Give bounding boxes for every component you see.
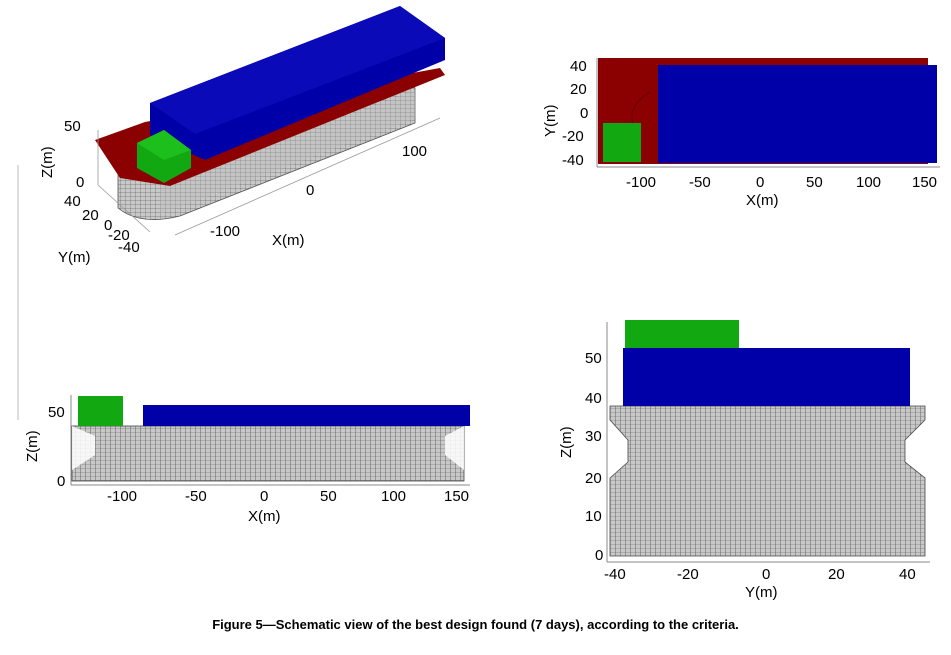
iso-hull-side — [160, 90, 415, 214]
front-y-tick-40: 40 — [899, 566, 916, 583]
iso-y-tick-0: 0 — [104, 217, 112, 234]
top-y-tick-m40: -40 — [562, 152, 584, 169]
front-deck — [623, 348, 910, 406]
front-block — [625, 320, 739, 348]
front-y-tick-m40: -40 — [604, 566, 626, 583]
front-z-label: Z(m) — [558, 426, 575, 458]
side-z-tick-50: 50 — [48, 404, 65, 421]
iso-x-label: X(m) — [272, 232, 305, 249]
iso-y-tick-m20: -20 — [108, 227, 130, 244]
iso-x-tick-m100: -100 — [210, 223, 240, 240]
front-z-tick-20: 20 — [585, 470, 602, 487]
front-y-label: Y(m) — [745, 584, 778, 601]
iso-view: Z(m) 50 0 100 0 -100 X(m) 40 20 0 -20 -4… — [17, 6, 445, 420]
side-x-tick-50: 50 — [320, 488, 337, 505]
top-deck — [658, 65, 937, 163]
top-x-tick-m50: -50 — [689, 174, 711, 191]
top-x-tick-150: 150 — [912, 174, 937, 191]
side-x-label: X(m) — [248, 508, 281, 525]
front-view: Z(m) 50 40 30 20 10 0 -40 -20 0 20 40 Y(… — [558, 320, 930, 601]
top-x-label: X(m) — [746, 192, 779, 209]
iso-y-tick-m40: -40 — [118, 239, 140, 256]
front-z-tick-50: 50 — [585, 350, 602, 367]
top-y-tick-20: 20 — [570, 81, 587, 98]
iso-z-tick-50: 50 — [64, 118, 81, 135]
top-y-tick-0: 0 — [580, 105, 588, 122]
figure-caption: Figure 5—Schematic view of the best desi… — [212, 617, 739, 632]
side-view: Z(m) 50 0 -100 -50 0 50 100 150 X(m) — [24, 395, 470, 525]
front-y-tick-m20: -20 — [677, 566, 699, 583]
iso-z-label: Z(m) — [39, 146, 56, 178]
front-z-tick-40: 40 — [585, 390, 602, 407]
side-z-label: Z(m) — [24, 430, 41, 462]
side-x-tick-m100: -100 — [107, 488, 137, 505]
side-deck — [143, 405, 470, 426]
top-y-tick-m20: -20 — [562, 128, 584, 145]
side-x-tick-150: 150 — [444, 488, 469, 505]
top-y-label: Y(m) — [542, 105, 559, 138]
front-z-tick-10: 10 — [585, 508, 602, 525]
iso-y-tick-40: 40 — [64, 193, 81, 210]
side-block — [78, 396, 123, 426]
top-x-tick-100: 100 — [856, 174, 881, 191]
iso-x-tick-100: 100 — [402, 143, 427, 160]
front-y-tick-20: 20 — [828, 566, 845, 583]
top-y-tick-40: 40 — [570, 58, 587, 75]
side-x-tick-100: 100 — [381, 488, 406, 505]
front-y-tick-0: 0 — [762, 566, 770, 583]
front-z-tick-30: 30 — [585, 428, 602, 445]
top-view: Y(m) 40 20 0 -20 -40 -100 -50 0 50 100 1… — [542, 58, 940, 209]
side-x-tick-m50: -50 — [185, 488, 207, 505]
iso-y-label: Y(m) — [58, 249, 91, 266]
iso-x-tick-0: 0 — [306, 182, 314, 199]
front-z-tick-0: 0 — [595, 547, 603, 564]
side-z-tick-0: 0 — [57, 473, 65, 490]
top-x-tick-0: 0 — [756, 174, 764, 191]
iso-z-tick-0: 0 — [76, 174, 84, 191]
side-x-tick-0: 0 — [260, 488, 268, 505]
top-block — [603, 123, 641, 162]
top-x-tick-m100: -100 — [626, 174, 656, 191]
iso-y-tick-20: 20 — [82, 207, 99, 224]
top-x-tick-50: 50 — [806, 174, 823, 191]
